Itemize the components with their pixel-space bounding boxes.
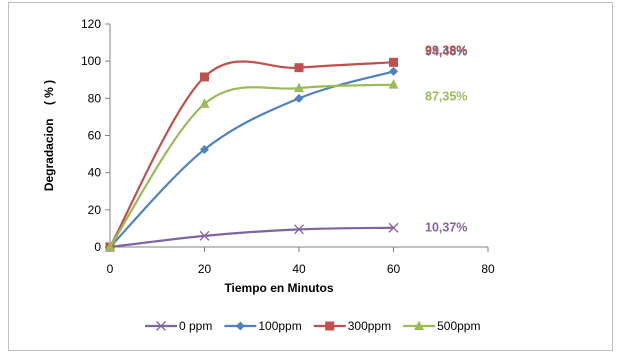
y-tick-label: 80 [88,91,102,105]
series-line [109,83,394,248]
data-point [294,63,304,73]
y-tick-label: 0 [94,240,101,254]
x-tick-label: 20 [198,262,212,276]
legend-item: 300ppm [313,319,391,333]
y-tick-label: 100 [81,54,101,68]
data-point [294,93,304,103]
y-axis-title: Degradacion ( % ) [42,80,56,191]
data-point [199,98,210,108]
legend-label: 100ppm [258,319,301,333]
legend-marker [325,321,335,331]
y-tick-label: 40 [88,166,102,180]
x-tick-label: 0 [107,262,114,276]
x-tick-label: 80 [481,262,495,276]
marker-stroke [156,321,166,331]
x-axis-title: Tiempo en Minutos [224,281,333,295]
y-tick-label: 60 [88,129,102,143]
axes: 0 20 40 60 80 100 120 0 20 40 60 80 [81,17,495,276]
data-point [105,241,115,251]
marker-stroke [199,230,210,241]
legend-marker [414,320,425,330]
legend: 0 ppm 100ppm 300ppm 500ppm [145,319,480,333]
x-tick-label: 60 [387,262,401,276]
series-500ppm [105,79,399,251]
legend-item: 100ppm [224,319,302,333]
data-point [388,222,399,233]
legend-marker [156,321,166,331]
data-point [389,66,398,76]
series-100ppm [105,66,398,252]
data-point [199,230,210,241]
data-point [200,72,209,82]
end-label-100ppm: 94,48% [425,44,467,58]
legend-label: 500ppm [437,319,480,333]
data-point [294,82,304,93]
data-point [200,144,209,154]
end-label-500ppm: 87,35% [425,90,467,104]
series-line [109,70,394,248]
data-point [389,57,398,67]
end-label-300ppm: 99,38% [425,43,467,57]
marker-stroke [294,224,304,235]
y-tick-label: 20 [88,203,102,217]
marker-stroke [388,222,399,233]
data-point [294,224,304,235]
end-label-0ppm: 10,37% [425,221,467,235]
chart-frame [8,2,613,351]
end-labels: 10,37% 94,48%99,38% 87,35% [425,43,467,234]
legend-label: 0 ppm [179,319,212,333]
legend-marker [235,321,245,331]
y-tick-label: 120 [81,17,101,31]
legend-item: 500ppm [403,319,480,333]
series-line [109,226,394,249]
series-layer [105,57,399,252]
legend-label: 300ppm [348,319,391,333]
data-point [388,79,399,89]
x-tick-label: 40 [292,262,306,276]
series-line [109,60,394,248]
legend-item: 0 ppm [145,319,212,333]
